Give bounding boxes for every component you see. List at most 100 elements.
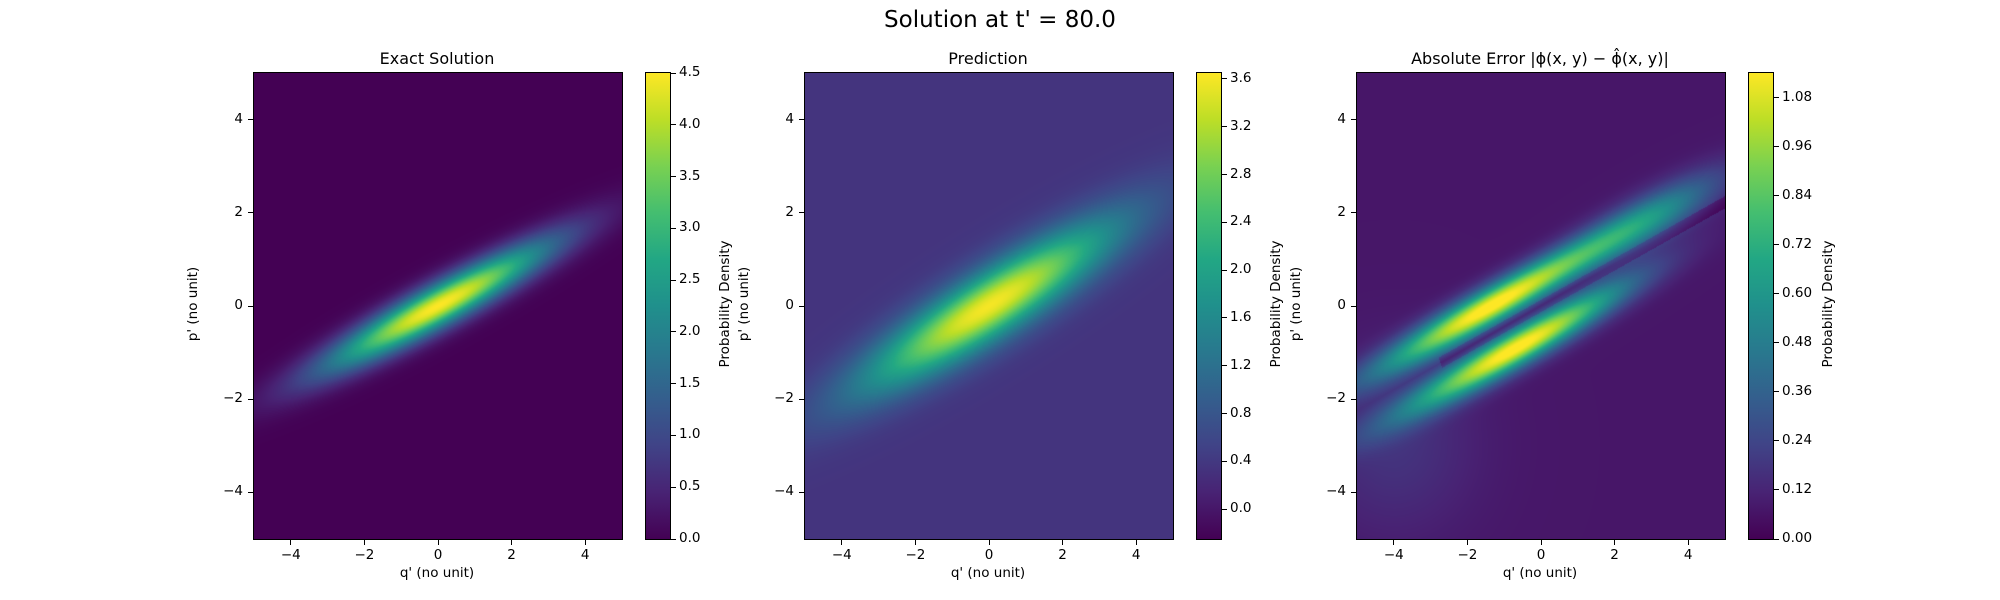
y-axis-label: p' (no unit) [1288,266,1304,342]
x-tick-mark [914,540,916,545]
colorbar-tick-mark [1222,78,1227,80]
heatmap-plot-area [804,72,1174,540]
y-axis-label: p' (no unit) [185,266,201,342]
y-tick-label: 4 [234,110,243,127]
colorbar-tick-mark [1774,440,1779,442]
x-tick-label: −4 [280,547,301,563]
y-tick-label: 0 [234,297,243,313]
colorbar-tick-label: 1.6 [1230,308,1252,325]
x-axis-label: q' (no unit) [950,565,1026,581]
colorbar-tick-label: 0.4 [1230,452,1252,469]
x-axis-label: q' (no unit) [1502,565,1578,581]
y-tick-label: −4 [774,483,794,500]
x-tick-mark [363,540,365,545]
y-tick-label: −2 [774,390,794,407]
x-tick-label: 4 [1131,547,1141,563]
x-axis-label: q' (no unit) [399,565,475,581]
colorbar-tick-label: 3.5 [679,167,701,184]
y-tick-mark [1351,305,1356,307]
heatmap-image [805,73,1173,539]
colorbar-tick-label: 0.72 [1782,235,1813,252]
x-tick-mark [1135,540,1137,545]
figure-title: Solution at t' = 80.0 [884,7,1116,33]
heatmap-plot-area [253,72,623,540]
y-tick-label: 2 [785,203,794,220]
y-tick-label: −2 [1326,390,1346,407]
y-tick-label: 4 [785,110,794,127]
x-tick-label: −4 [1383,547,1404,563]
colorbar-tick-mark [671,124,676,126]
colorbar-tick-label: 0.0 [679,530,701,546]
colorbar-tick-label: 0.48 [1782,333,1813,350]
colorbar-tick-label: 1.2 [1230,356,1252,373]
colorbar-tick-label: 4.0 [679,115,701,132]
colorbar-tick-label: 2.0 [1230,261,1252,278]
y-tick-mark [248,398,253,400]
x-tick-mark [988,540,990,545]
colorbar-tick-mark [1222,269,1227,271]
x-tick-mark [290,540,292,545]
colorbar-tick-label: 2.4 [1230,213,1252,230]
colorbar-tick-mark [1222,460,1227,462]
colorbar-tick-label: 0.60 [1782,284,1813,301]
colorbar-tick-mark [1222,365,1227,367]
colorbar-tick-mark [671,486,676,488]
colorbar-tick-label: 0.36 [1782,382,1813,399]
x-tick-label: 0 [984,547,994,563]
panel-title: Exact Solution [379,49,495,68]
colorbar-tick-mark [1222,126,1227,128]
colorbar [1748,72,1774,540]
x-tick-label: 0 [1536,547,1546,563]
y-tick-mark [799,305,804,307]
y-tick-mark [799,398,804,400]
x-tick-mark [1540,540,1542,545]
x-tick-mark [1614,540,1616,545]
y-tick-label: 4 [1337,110,1346,127]
colorbar-tick-mark [671,72,676,74]
colorbar-tick-mark [1774,342,1779,344]
colorbar-tick-mark [1222,317,1227,319]
colorbar-tick-label: 0.84 [1782,186,1813,203]
x-tick-mark [1393,540,1395,545]
y-tick-mark [1351,212,1356,214]
x-tick-label: 2 [1058,547,1067,563]
x-tick-label: −2 [1457,547,1478,563]
colorbar-tick-mark [1774,97,1779,99]
y-tick-mark [248,305,253,307]
colorbar-tick-label: 0.5 [679,478,701,495]
x-tick-label: −4 [831,547,852,563]
colorbar-tick-mark [671,331,676,333]
y-tick-mark [248,491,253,493]
x-tick-mark [437,540,439,545]
colorbar [645,72,671,540]
y-axis-label: p' (no unit) [736,266,752,342]
colorbar-label: Probability Density [1820,240,1836,368]
colorbar [1196,72,1222,540]
colorbar-tick-label: 3.2 [1230,117,1252,134]
colorbar-label: Probability Density [1268,240,1284,368]
colorbar-tick-label: 3.0 [679,219,701,236]
colorbar-tick-label: 4.5 [679,64,701,80]
x-tick-label: −2 [354,547,375,563]
colorbar-tick-label: 1.5 [679,374,701,391]
colorbar-tick-label: 0.00 [1782,530,1813,546]
colorbar-tick-mark [671,538,676,540]
colorbar-tick-mark [1774,489,1779,491]
x-tick-label: 2 [507,547,516,563]
colorbar-tick-label: 0.24 [1782,431,1813,448]
panel-title: Absolute Error |ϕ(x, y) − ϕ̂(x, y)| [1411,49,1669,68]
colorbar-tick-mark [1222,508,1227,510]
y-tick-mark [248,212,253,214]
y-tick-mark [1351,119,1356,121]
colorbar-tick-mark [1774,293,1779,295]
x-tick-mark [1466,540,1468,545]
colorbar-tick-label: 0.96 [1782,137,1813,154]
x-tick-label: −2 [905,547,926,563]
colorbar-tick-label: 0.0 [1230,500,1252,517]
colorbar-tick-mark [671,227,676,229]
y-tick-mark [1351,398,1356,400]
heatmap-image [254,73,622,539]
colorbar-tick-mark [1774,391,1779,393]
colorbar-tick-mark [671,434,676,436]
